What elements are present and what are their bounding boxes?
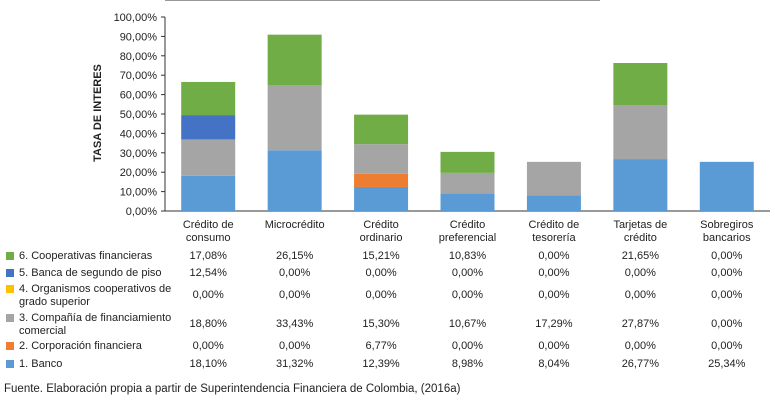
bar-segment — [354, 144, 409, 174]
plot-area — [181, 34, 754, 211]
y-tick-label: 70,00% — [120, 70, 158, 82]
bar-segment — [181, 175, 236, 211]
bar-segment — [440, 172, 495, 194]
category-label: Crédito de — [529, 219, 580, 231]
bar-segment — [699, 161, 754, 211]
category-label: ordinario — [360, 232, 403, 244]
bar-segment — [181, 81, 236, 116]
y-tick-label: 10,00% — [120, 187, 158, 199]
category-label: Crédito — [363, 219, 398, 231]
bar-segment — [440, 193, 495, 211]
y-tick-label: 30,00% — [120, 148, 158, 160]
bar-segment — [526, 195, 581, 211]
category-label: Sobregiros — [700, 219, 754, 231]
bar-segment — [267, 85, 322, 151]
category-label: Microcrédito — [265, 219, 325, 231]
y-tick-label: 40,00% — [120, 128, 158, 140]
category-label: Tarjetas de — [613, 219, 667, 231]
category-label: Crédito de — [183, 219, 234, 231]
bar-segment — [613, 62, 668, 105]
y-tick-label: 100,00% — [114, 12, 158, 24]
bar-segment — [440, 151, 495, 173]
bar-segment — [613, 104, 668, 160]
category-label: bancarios — [703, 232, 751, 244]
category-label: preferencial — [439, 232, 496, 244]
y-axis-label: TASA DE INTERES — [92, 64, 104, 162]
bar-segment — [354, 114, 409, 145]
y-tick-label: 20,00% — [120, 167, 158, 179]
bar-segment — [526, 161, 581, 196]
y-axis: 0,00% 10,00% 20,00% 30,00% 40,00% 50,00% 60,00… — [114, 12, 770, 218]
bar-segment — [613, 159, 668, 211]
bar-segment — [181, 115, 236, 140]
y-tick-label: 0,00% — [126, 206, 157, 218]
y-tick-label: 50,00% — [120, 109, 158, 121]
source-note: Fuente. Elaboración propia a partir de S… — [4, 383, 461, 395]
category-label: Crédito — [450, 219, 485, 231]
bar-segment — [354, 186, 409, 211]
bar-segment — [181, 139, 236, 176]
y-tick-label: 90,00% — [120, 31, 158, 43]
bar-segment — [267, 34, 322, 86]
category-label: consumo — [186, 232, 231, 244]
category-label: crédito — [624, 232, 657, 244]
bar-segment — [354, 173, 409, 187]
category-label: tesorería — [532, 232, 576, 244]
y-tick-label: 60,00% — [120, 90, 158, 102]
bar-segment — [267, 150, 322, 211]
y-tick-label: 80,00% — [120, 51, 158, 63]
